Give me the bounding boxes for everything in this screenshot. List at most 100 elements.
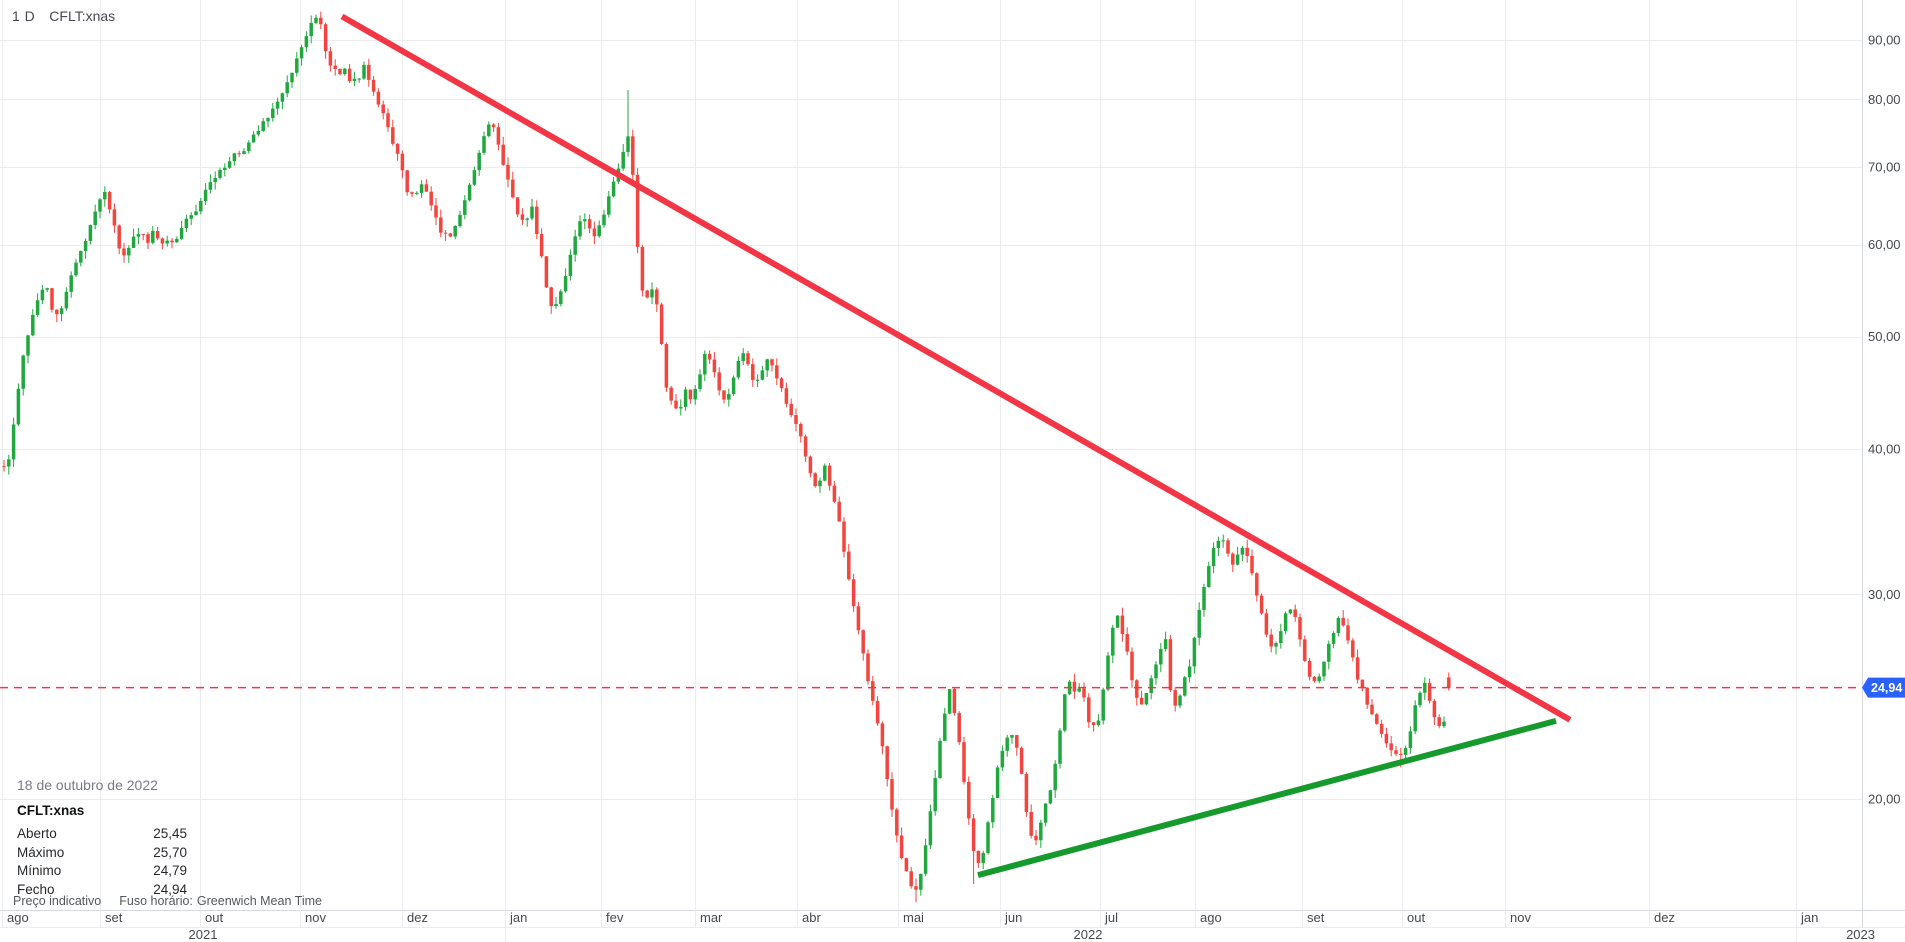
candle-up	[1115, 615, 1120, 628]
candle-up	[554, 304, 558, 307]
month-label: nov	[1510, 910, 1531, 925]
candle-down	[491, 124, 496, 128]
price-tick-label: 90,00	[1868, 33, 1901, 48]
candle-down	[645, 290, 649, 298]
candle-down	[635, 174, 640, 247]
candle-up	[194, 211, 198, 216]
candle-up	[741, 353, 745, 361]
candle-down	[856, 606, 861, 631]
candle-down	[506, 164, 510, 180]
candle-up	[1192, 637, 1197, 667]
candle-down	[1072, 681, 1077, 692]
candle-down	[707, 353, 712, 360]
candle-down	[847, 551, 851, 580]
candle-up	[602, 214, 606, 226]
candle-up	[943, 713, 947, 741]
ohlc-row-low: Mínimo 24,79	[17, 862, 187, 881]
candle-up	[1207, 566, 1211, 588]
candle-up	[765, 359, 769, 371]
candle-up	[1163, 639, 1168, 650]
descending-resistance-trendline[interactable]	[340, 13, 1572, 723]
candle-down	[1303, 639, 1307, 661]
candle-up	[1144, 692, 1149, 705]
candle-down	[775, 365, 779, 379]
candle-down	[1365, 687, 1369, 705]
candle-down	[1269, 634, 1273, 647]
candle-up	[731, 377, 736, 395]
candle-up	[698, 374, 702, 389]
timezone-value[interactable]: Greenwich Mean Time	[196, 894, 322, 908]
candle-down	[885, 746, 889, 780]
candle-up	[525, 218, 529, 220]
candle-up	[83, 240, 88, 252]
timeframe-label[interactable]: 1 D	[12, 8, 36, 24]
candle-up	[1418, 692, 1422, 706]
ohlc-tooltip: 18 de outubro de 2022 CFLT:xnas Aberto 2…	[17, 777, 187, 899]
candle-up	[1187, 666, 1192, 678]
candle-up	[1408, 731, 1413, 749]
price-tick-label: 70,00	[1868, 159, 1901, 174]
candle-up	[755, 379, 760, 381]
candle-up	[991, 797, 995, 823]
candle-up	[357, 78, 361, 80]
candle-down	[515, 197, 520, 215]
candle-up	[1010, 735, 1014, 738]
symbol-label[interactable]: CFLT:xnas	[49, 8, 116, 24]
candle-down	[794, 415, 798, 424]
open-label: Aberto	[17, 826, 57, 841]
candle-down	[333, 65, 337, 69]
candle-down	[592, 228, 597, 237]
candle-down	[1082, 688, 1086, 698]
candle-down	[914, 886, 918, 890]
candle-up	[1283, 613, 1288, 632]
candle-down	[1259, 595, 1264, 614]
price-axis[interactable]: 90,00 80,00 70,00 60,00 50,00 40,00 30,00 20,00	[1868, 33, 1901, 807]
candle-down	[1355, 657, 1360, 680]
candle-up	[213, 177, 217, 183]
last-price-tag: 24,94	[1862, 677, 1905, 698]
candle-up	[938, 740, 942, 779]
year-label: 2022	[1074, 927, 1103, 942]
candle-up	[59, 308, 64, 315]
chart-footer: Preço indicativo Fuso horário: Greenwich M…	[13, 894, 322, 908]
candle-down	[746, 353, 750, 365]
candle-down	[1298, 617, 1302, 640]
candle-down	[1447, 677, 1451, 688]
candle-down	[655, 289, 659, 305]
candle-up	[467, 184, 472, 201]
candle-down	[237, 153, 241, 155]
ascending-support-trendline[interactable]	[977, 717, 1557, 879]
candlestick-series[interactable]	[2, 11, 1451, 903]
candle-up	[232, 153, 237, 162]
candle-down	[1432, 700, 1437, 718]
candle-down	[141, 234, 145, 236]
candle-up	[93, 211, 97, 226]
candle-down	[837, 501, 841, 522]
candle-down	[832, 485, 837, 502]
candle-up	[88, 225, 93, 241]
candle-up	[1279, 631, 1283, 644]
price-tick-label: 80,00	[1868, 92, 1901, 107]
candle-up	[415, 192, 419, 194]
candle-up	[1336, 617, 1341, 634]
candle-down	[1264, 613, 1269, 635]
time-axis[interactable]: ago set out nov dez jan fev mar abr mai jun jul ago s…	[2, 910, 1876, 942]
candle-down	[1125, 634, 1129, 652]
month-label: dez	[1654, 910, 1675, 925]
candle-up	[223, 167, 227, 170]
candle-down	[1427, 682, 1432, 701]
candle-up	[1149, 678, 1153, 693]
candle-down	[813, 473, 817, 487]
candle-down	[895, 809, 899, 836]
candle-up	[477, 152, 481, 171]
candle-up	[184, 218, 189, 228]
candle-down	[1024, 773, 1029, 813]
candle-up	[40, 289, 45, 301]
candle-down	[1250, 555, 1254, 574]
candle-down	[1091, 722, 1096, 726]
candle-up	[1106, 655, 1110, 690]
candle-down	[1173, 690, 1177, 706]
candle-up	[127, 247, 131, 256]
candle-up	[199, 201, 203, 212]
